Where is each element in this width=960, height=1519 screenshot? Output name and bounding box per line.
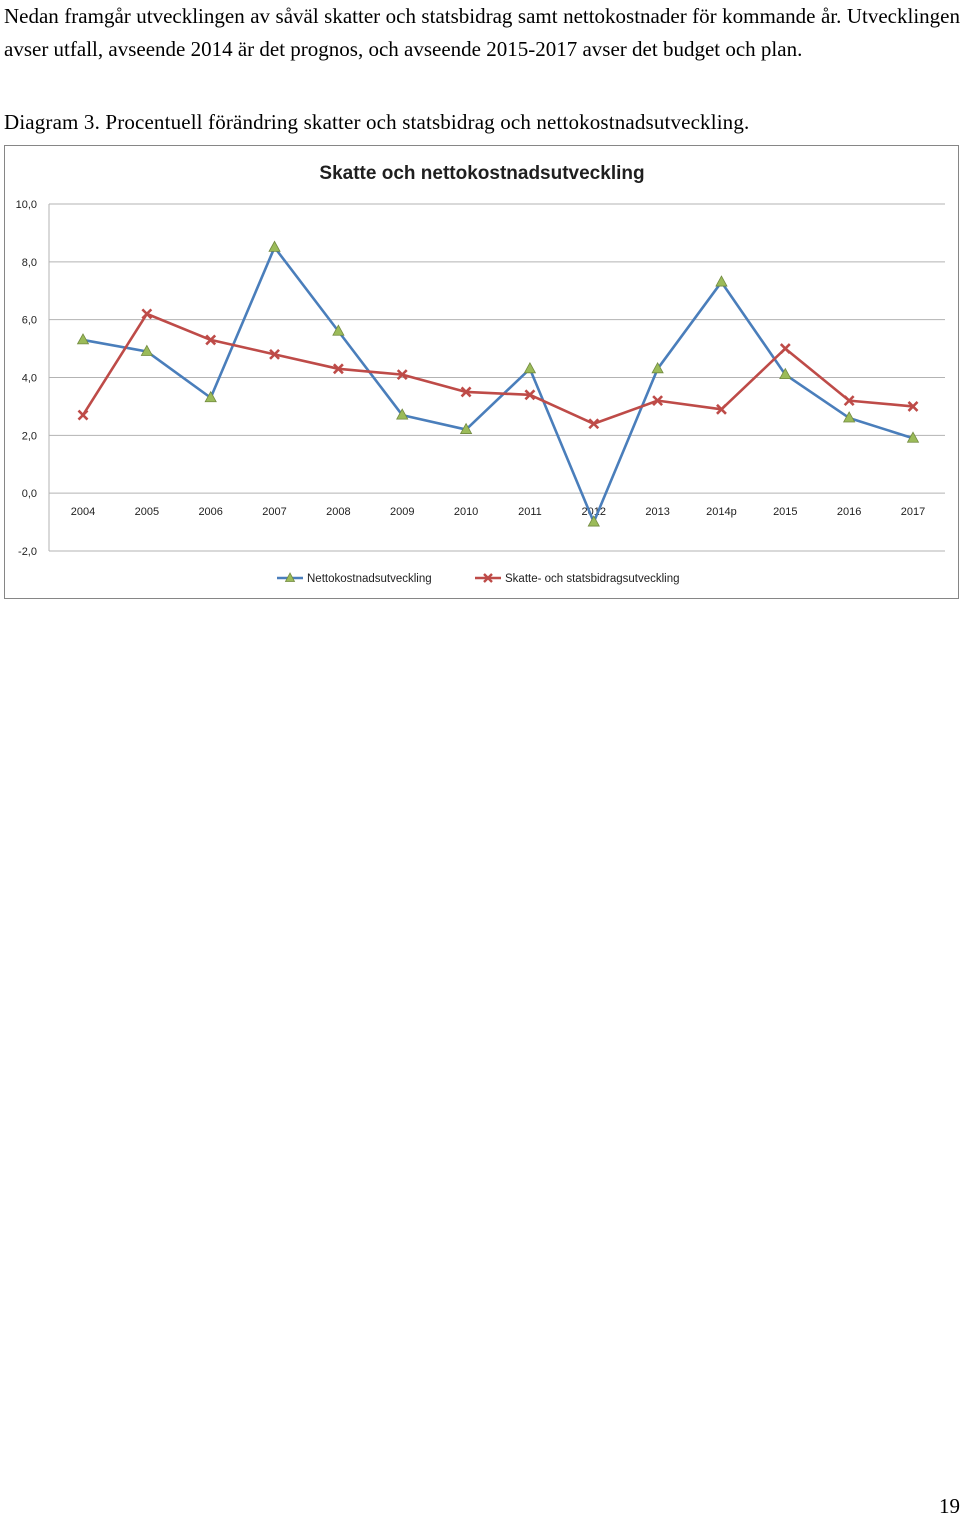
- data-point: [332, 363, 344, 375]
- chart-frame: Skatte och nettokostnadsutveckling -2,0 0…: [4, 145, 959, 599]
- x-tick-label: 2011: [518, 506, 542, 518]
- chart-title: Skatte och nettokostnadsutveckling: [319, 163, 644, 184]
- data-point: [779, 367, 792, 380]
- data-point: [204, 390, 217, 403]
- data-point: [396, 369, 408, 381]
- legend-label: Skatte- och statsbidragsutveckling: [505, 573, 680, 585]
- x-tick-label: 2005: [135, 506, 159, 518]
- y-tick-label: 0,0: [22, 488, 37, 500]
- line-chart: Skatte och nettokostnadsutveckling -2,0 0…: [16, 163, 945, 585]
- data-point: [715, 275, 728, 287]
- data-point: [588, 418, 600, 430]
- x-tick-label: 2013: [645, 506, 669, 518]
- series-layer: [76, 240, 920, 527]
- x-tick-label: 2016: [837, 506, 861, 518]
- legend-marker: [284, 572, 296, 582]
- x-tick-label: 2010: [454, 506, 478, 518]
- data-point: [906, 431, 920, 443]
- x-tick-label: 2017: [901, 506, 925, 518]
- data-point: [332, 324, 345, 336]
- data-point: [651, 361, 664, 374]
- data-point: [524, 389, 536, 401]
- y-tick-label: 2,0: [22, 430, 37, 442]
- data-point: [205, 334, 217, 346]
- y-axis-labels: -2,0 0,0 2,0 4,0 6,0 8,0 10,0: [16, 199, 37, 558]
- x-axis-labels: 2004 2005 2006 2007 2008 2009 2010 2011 2012 2013…: [71, 506, 925, 518]
- page-number: 19: [939, 1494, 960, 1518]
- legend-item: Skatte- och statsbidragsutveckling: [475, 573, 680, 585]
- y-tick-label: 4,0: [22, 373, 37, 385]
- data-point: [842, 411, 856, 423]
- y-tick-label: 6,0: [22, 315, 37, 327]
- y-tick-label: 10,0: [16, 199, 37, 211]
- x-tick-label: 2014p: [706, 506, 737, 518]
- figure-caption: Diagram 3. Procentuell förändring skatte…: [4, 110, 750, 134]
- data-point: [76, 333, 90, 345]
- legend-item: Nettokostnadsutveckling: [277, 572, 432, 585]
- data-point: [269, 348, 280, 360]
- data-point: [268, 240, 281, 252]
- gridlines: [48, 203, 945, 552]
- legend-label: Nettokostnadsutveckling: [307, 573, 432, 585]
- intro-paragraph: Nedan framgår utvecklingen av såväl skat…: [4, 4, 960, 61]
- data-point: [459, 422, 473, 434]
- data-point: [587, 515, 600, 527]
- x-tick-label: 2004: [71, 506, 95, 518]
- data-point: [652, 395, 664, 407]
- series-line: [81, 312, 914, 426]
- x-tick-label: 2008: [326, 506, 350, 518]
- data-point: [140, 344, 154, 356]
- x-tick-label: 2006: [198, 506, 222, 518]
- data-point: [396, 408, 409, 420]
- data-point: [843, 395, 855, 407]
- data-point: [77, 409, 89, 421]
- legend-marker: [483, 573, 493, 583]
- series-line: [82, 246, 914, 524]
- x-tick-label: 2012: [582, 506, 606, 518]
- data-point: [141, 308, 153, 320]
- series-2: [77, 308, 919, 430]
- y-tick-label: -2,0: [18, 546, 37, 558]
- data-point: [716, 403, 727, 415]
- legend: Nettokostnadsutveckling Skatte- och stats…: [277, 572, 680, 585]
- series-1: [76, 240, 920, 527]
- y-tick-label: 8,0: [22, 257, 37, 269]
- data-point: [523, 361, 537, 374]
- x-tick-label: 2015: [773, 506, 797, 518]
- x-tick-label: 2007: [262, 506, 286, 518]
- data-point: [779, 343, 791, 355]
- x-tick-label: 2009: [390, 506, 414, 518]
- data-point: [460, 386, 472, 398]
- data-point: [907, 400, 919, 412]
